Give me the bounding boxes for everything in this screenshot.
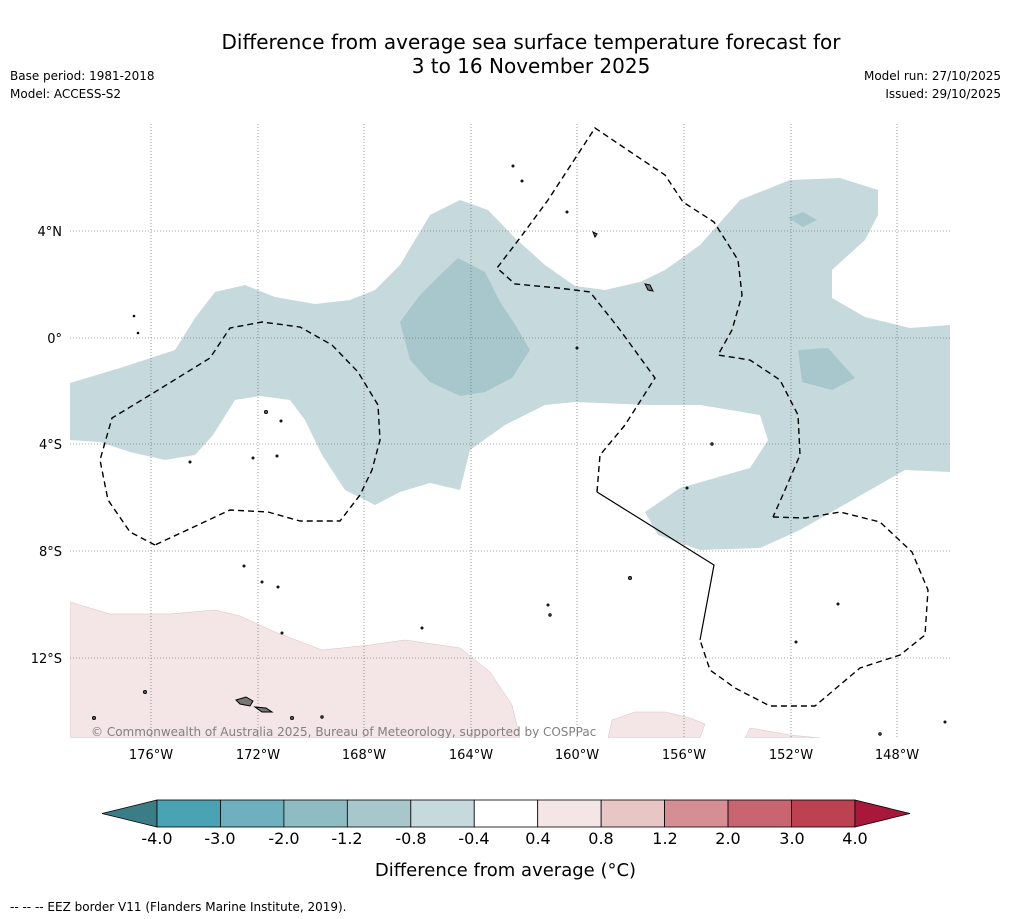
colorbar-swatch <box>473 799 539 828</box>
kiritimati-island <box>644 283 654 292</box>
longitude-labels: 176°W 172°W 168°W 164°W 160°W 156°W 152°… <box>129 748 919 763</box>
islands <box>92 164 947 736</box>
samoa-savaii-island <box>253 706 274 713</box>
eez-borders <box>99 127 929 707</box>
title-line-2: 3 to 16 November 2025 <box>411 54 651 78</box>
colorbar-tick-label: -1.2 <box>331 829 362 848</box>
lat-label: 8°S <box>39 545 62 560</box>
model-info: Base period: 1981-2018 Model: ACCESS-S2 <box>10 67 155 103</box>
eez-kiribati-phoenix <box>496 127 801 518</box>
colorbar-swatch <box>727 799 792 828</box>
colorbar-swatches <box>101 799 911 828</box>
warm-anomaly-region-west <box>70 601 521 738</box>
strong-cool-anomaly-region <box>400 258 530 396</box>
lon-label: 176°W <box>129 748 173 763</box>
colorbar-swatch <box>346 799 412 828</box>
model-name: Model: ACCESS-S2 <box>10 87 122 101</box>
lat-label: 4°S <box>39 438 62 453</box>
eez-cook-islands <box>699 511 929 707</box>
colorbar-tick-label: -0.8 <box>395 829 426 848</box>
lat-label: 12°S <box>31 652 62 667</box>
lat-label: 4°N <box>38 225 63 240</box>
lon-label: 156°W <box>662 748 706 763</box>
samoa-upolu-island <box>235 696 254 707</box>
colorbar-swatch <box>283 799 348 828</box>
colorbar-swatch <box>220 799 285 828</box>
warm-anomaly-region-far-east <box>744 727 821 738</box>
colorbar-swatch <box>600 799 666 828</box>
base-period: Base period: 1981-2018 <box>10 69 155 83</box>
graticule <box>70 124 950 738</box>
eez-solid-border <box>596 491 715 641</box>
eez-legend-note: -- -- -- EEZ border V11 (Flanders Marine… <box>10 900 347 914</box>
colorbar-tick-label: -4.0 <box>141 829 172 848</box>
colorbar-tick-label: 4.0 <box>842 829 867 848</box>
colorbar-tick-label: -0.4 <box>458 829 489 848</box>
strong-cool-anomaly-east <box>798 348 855 390</box>
colorbar-tick-label: 0.4 <box>525 829 550 848</box>
colorbar-swatch <box>410 799 475 828</box>
colorbar-extend-low <box>101 799 158 828</box>
colorbar: -4.0 -3.0 -2.0 -1.2 -0.8 -0.4 0.4 0.8 1.… <box>101 799 911 848</box>
colorbar-tick-label: -2.0 <box>268 829 299 848</box>
colorbar-tick-label: 3.0 <box>779 829 804 848</box>
lon-label: 168°W <box>342 748 386 763</box>
map-title: Difference from average sea surface temp… <box>0 30 1011 78</box>
strong-cool-anomaly-small <box>788 212 817 227</box>
colorbar-swatch <box>156 799 221 828</box>
lon-label: 160°W <box>555 748 599 763</box>
colorbar-swatch <box>791 799 856 828</box>
warm-anomaly-region-east <box>607 711 706 738</box>
colorbar-swatch <box>664 799 729 828</box>
colorbar-tick-label: -3.0 <box>204 829 235 848</box>
copyright-notice: © Commonwealth of Australia 2025, Bureau… <box>91 725 596 739</box>
colorbar-tick-label: 0.8 <box>588 829 613 848</box>
colorbar-ticks: -4.0 -3.0 -2.0 -1.2 -0.8 -0.4 0.4 0.8 1.… <box>141 829 867 848</box>
title-line-1: Difference from average sea surface temp… <box>221 30 841 54</box>
sst-anomaly-map: © Commonwealth of Australia 2025, Bureau… <box>31 124 950 763</box>
lat-label: 0° <box>47 332 62 347</box>
model-run: Model run: 27/10/2025 <box>863 69 1001 83</box>
colorbar-extend-high <box>854 799 911 828</box>
lon-label: 152°W <box>769 748 813 763</box>
colorbar-label: Difference from average (°C) <box>374 860 637 881</box>
lon-label: 172°W <box>236 748 280 763</box>
run-info: Model run: 27/10/2025 Issued: 29/10/2025 <box>864 67 1001 103</box>
colorbar-swatch <box>537 799 602 828</box>
issued-date: Issued: 29/10/2025 <box>885 87 1001 101</box>
latitude-labels: 4°N 0° 4°S 8°S 12°S <box>31 225 62 667</box>
lon-label: 148°W <box>875 748 919 763</box>
colorbar-tick-label: 1.2 <box>652 829 677 848</box>
colorbar-tick-label: 2.0 <box>715 829 740 848</box>
lon-label: 164°W <box>449 748 493 763</box>
